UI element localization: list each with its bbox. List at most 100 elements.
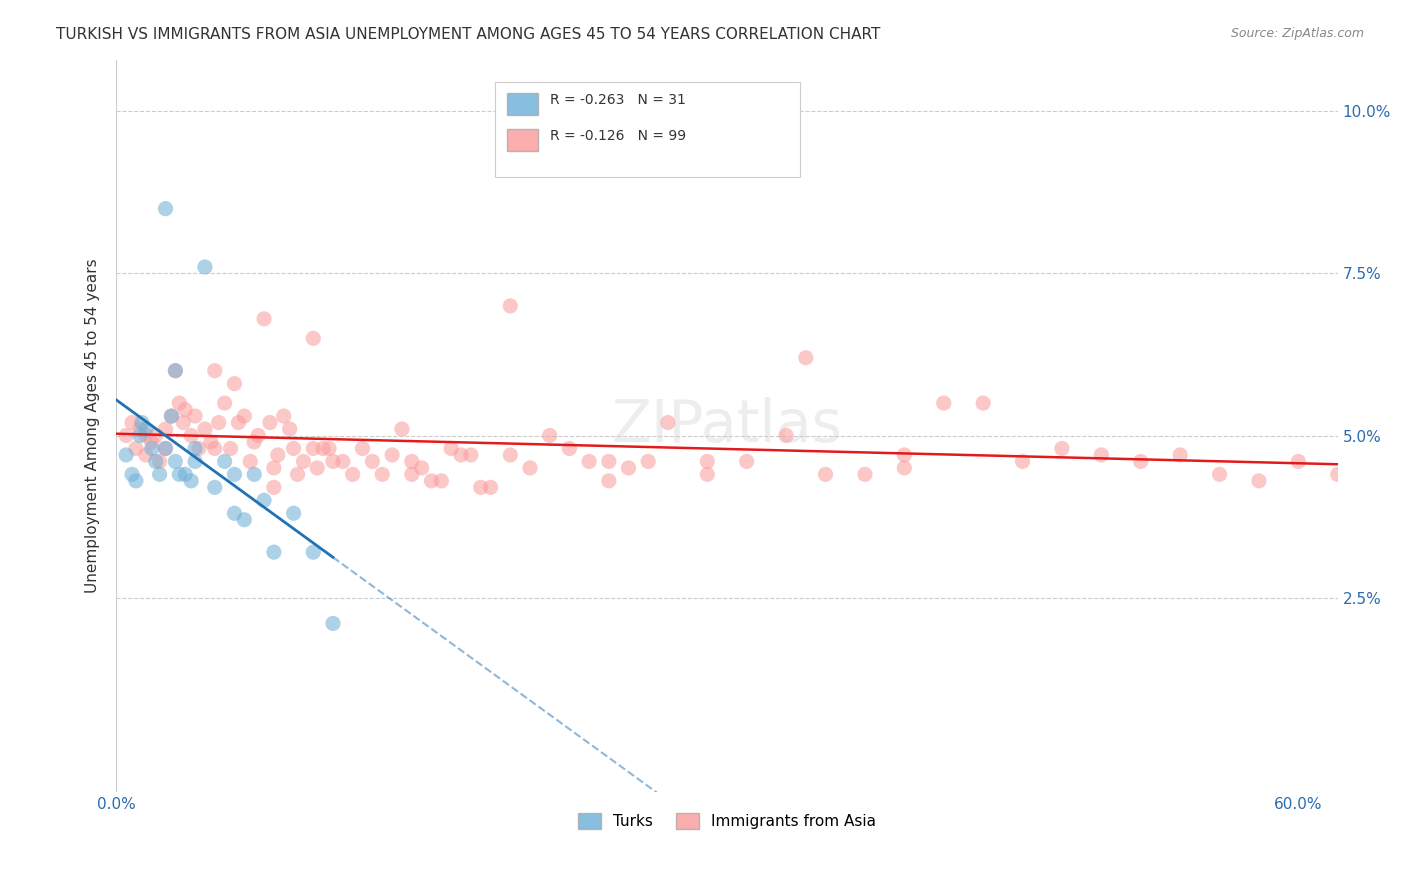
- Point: [332, 454, 354, 468]
- Point: [204, 442, 226, 456]
- Point: [401, 467, 423, 482]
- Point: [200, 434, 222, 449]
- Text: R = -0.263   N = 31: R = -0.263 N = 31: [550, 93, 686, 107]
- Point: [440, 442, 463, 456]
- Point: [184, 442, 207, 456]
- FancyBboxPatch shape: [508, 93, 537, 114]
- Point: [263, 480, 285, 494]
- Point: [278, 422, 301, 436]
- Point: [283, 442, 305, 456]
- Point: [149, 467, 172, 482]
- Point: [499, 448, 522, 462]
- Point: [1168, 448, 1191, 462]
- Point: [165, 454, 187, 468]
- Point: [125, 442, 148, 456]
- Point: [267, 448, 290, 462]
- Point: [598, 474, 620, 488]
- Point: [312, 442, 335, 456]
- Point: [1326, 467, 1348, 482]
- Point: [893, 448, 915, 462]
- Point: [307, 461, 329, 475]
- Text: Source: ZipAtlas.com: Source: ZipAtlas.com: [1230, 27, 1364, 40]
- Point: [598, 454, 620, 468]
- Point: [253, 493, 276, 508]
- Point: [1208, 467, 1230, 482]
- Point: [155, 442, 177, 456]
- Point: [135, 448, 157, 462]
- Point: [696, 467, 718, 482]
- Point: [519, 461, 541, 475]
- Point: [214, 396, 236, 410]
- Point: [233, 513, 256, 527]
- Point: [172, 416, 194, 430]
- Point: [302, 331, 325, 345]
- Point: [1050, 442, 1073, 456]
- Point: [194, 422, 217, 436]
- Point: [135, 422, 157, 436]
- Point: [292, 454, 315, 468]
- Point: [287, 467, 309, 482]
- Point: [155, 202, 177, 216]
- Point: [401, 454, 423, 468]
- Point: [263, 461, 285, 475]
- Point: [1286, 454, 1309, 468]
- Point: [558, 442, 581, 456]
- Point: [131, 416, 153, 430]
- Point: [1011, 454, 1033, 468]
- Point: [174, 402, 197, 417]
- Point: [322, 454, 344, 468]
- Point: [1129, 454, 1152, 468]
- Point: [243, 434, 266, 449]
- Point: [155, 442, 177, 456]
- Point: [169, 396, 191, 410]
- Point: [145, 454, 167, 468]
- FancyBboxPatch shape: [508, 129, 537, 151]
- Point: [135, 428, 157, 442]
- Point: [479, 480, 502, 494]
- Text: ZIPatlas: ZIPatlas: [612, 397, 842, 454]
- Point: [273, 409, 295, 423]
- Point: [180, 428, 202, 442]
- Point: [121, 467, 143, 482]
- Point: [129, 428, 152, 442]
- Point: [538, 428, 561, 442]
- Point: [247, 428, 270, 442]
- Point: [411, 461, 433, 475]
- Point: [450, 448, 472, 462]
- Point: [165, 364, 187, 378]
- Point: [696, 454, 718, 468]
- Point: [302, 442, 325, 456]
- Text: R = -0.126   N = 99: R = -0.126 N = 99: [550, 129, 686, 144]
- Point: [224, 506, 246, 520]
- Point: [371, 467, 394, 482]
- Point: [224, 376, 246, 391]
- Point: [115, 448, 138, 462]
- Point: [160, 409, 183, 423]
- FancyBboxPatch shape: [495, 81, 800, 177]
- Point: [219, 442, 242, 456]
- Point: [263, 545, 285, 559]
- Point: [243, 467, 266, 482]
- Point: [184, 409, 207, 423]
- Point: [184, 454, 207, 468]
- Point: [141, 442, 163, 456]
- Point: [141, 434, 163, 449]
- Point: [775, 428, 797, 442]
- Legend: Turks, Immigrants from Asia: Turks, Immigrants from Asia: [572, 807, 882, 836]
- Point: [853, 467, 876, 482]
- Point: [208, 416, 231, 430]
- Point: [381, 448, 404, 462]
- Point: [1247, 474, 1270, 488]
- Point: [430, 474, 453, 488]
- Point: [420, 474, 443, 488]
- Point: [180, 474, 202, 488]
- Point: [204, 364, 226, 378]
- Y-axis label: Unemployment Among Ages 45 to 54 years: Unemployment Among Ages 45 to 54 years: [86, 259, 100, 593]
- Point: [194, 260, 217, 274]
- Point: [318, 442, 340, 456]
- Point: [637, 454, 659, 468]
- Point: [391, 422, 413, 436]
- Point: [259, 416, 281, 430]
- Point: [160, 409, 183, 423]
- Point: [578, 454, 600, 468]
